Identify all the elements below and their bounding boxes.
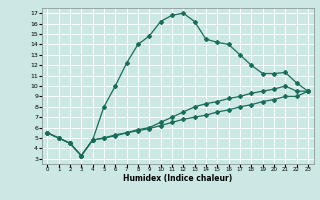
X-axis label: Humidex (Indice chaleur): Humidex (Indice chaleur) — [123, 174, 232, 183]
